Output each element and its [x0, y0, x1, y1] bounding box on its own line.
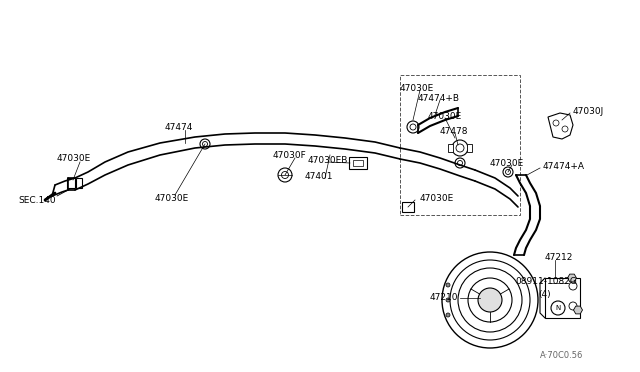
Bar	[448, 144, 453, 152]
Circle shape	[446, 313, 450, 317]
Text: 47474: 47474	[165, 122, 193, 131]
Bar	[467, 144, 472, 152]
Text: 47030E: 47030E	[155, 193, 189, 202]
Circle shape	[278, 168, 292, 182]
Bar	[349, 157, 367, 169]
Bar	[402, 202, 414, 212]
Bar	[67, 178, 75, 188]
Text: 47212: 47212	[545, 253, 573, 262]
Text: A·70C0.56: A·70C0.56	[540, 350, 584, 359]
Text: 47030EB: 47030EB	[308, 155, 348, 164]
Circle shape	[503, 167, 513, 177]
Text: 47030E: 47030E	[57, 154, 92, 163]
Circle shape	[456, 144, 464, 152]
Circle shape	[282, 171, 289, 179]
Text: 47030E: 47030E	[490, 158, 524, 167]
Text: 47401: 47401	[305, 171, 333, 180]
Circle shape	[562, 126, 568, 132]
Bar	[545, 278, 580, 318]
Polygon shape	[573, 306, 582, 314]
Text: 47210: 47210	[430, 294, 458, 302]
Text: 47474+B: 47474+B	[418, 93, 460, 103]
Bar	[353, 160, 363, 166]
Circle shape	[506, 170, 511, 174]
Circle shape	[458, 160, 463, 166]
Text: N: N	[556, 305, 561, 311]
Text: 47474+A: 47474+A	[543, 161, 585, 170]
Text: (4): (4)	[538, 291, 550, 299]
Circle shape	[407, 121, 419, 133]
Circle shape	[446, 298, 450, 302]
Circle shape	[455, 158, 465, 168]
Bar	[400, 75, 520, 215]
Circle shape	[478, 288, 502, 312]
Circle shape	[551, 301, 565, 315]
Text: SEC.140: SEC.140	[18, 196, 56, 205]
Circle shape	[200, 139, 210, 149]
Polygon shape	[568, 274, 577, 282]
Bar	[76, 178, 82, 188]
Circle shape	[553, 120, 559, 126]
Text: 47030F: 47030F	[273, 151, 307, 160]
Circle shape	[452, 140, 468, 156]
Text: 47030J: 47030J	[573, 106, 604, 115]
Text: 47030E: 47030E	[420, 193, 454, 202]
Circle shape	[446, 283, 450, 287]
Text: 47030E: 47030E	[428, 112, 462, 121]
Text: 47030E: 47030E	[400, 83, 435, 93]
Text: 08911-1082G: 08911-1082G	[515, 276, 577, 285]
Circle shape	[202, 141, 207, 147]
Text: 47478: 47478	[440, 126, 468, 135]
Circle shape	[410, 124, 416, 130]
